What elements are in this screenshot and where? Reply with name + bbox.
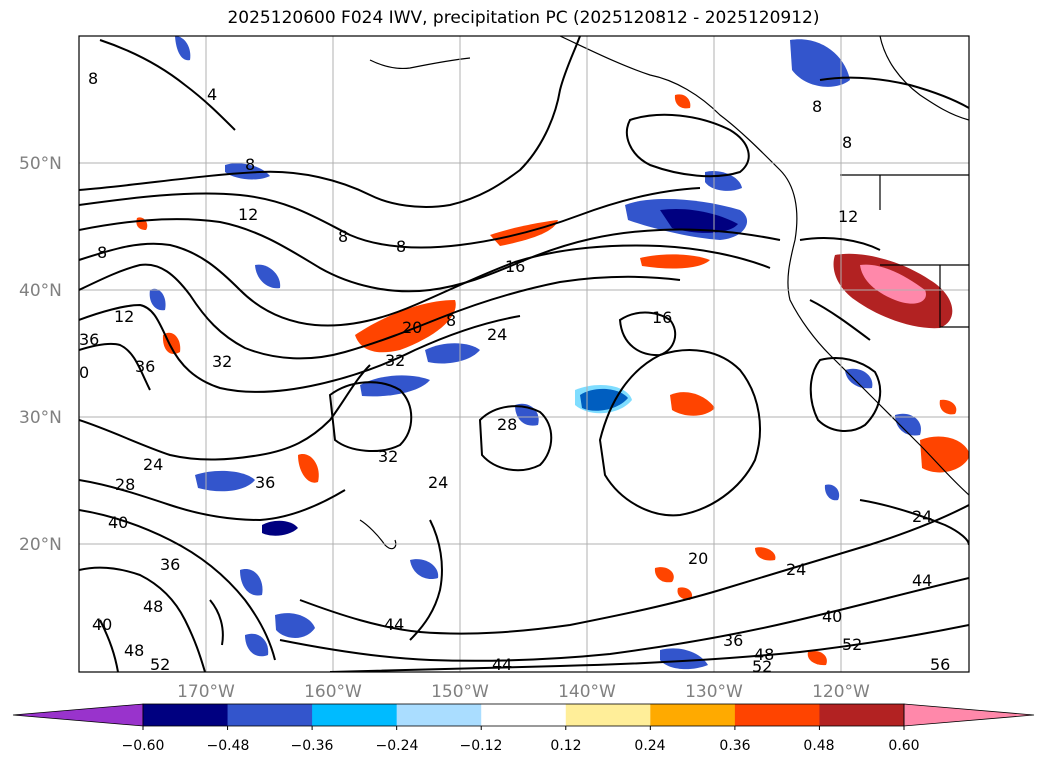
contour-label: 44 — [912, 571, 932, 590]
contour-label: 32 — [385, 351, 405, 370]
contour-label: 36 — [723, 631, 743, 650]
contour-label: 36 — [160, 555, 180, 574]
contour-label: 48 — [754, 645, 774, 664]
contour-label: 12 — [114, 307, 134, 326]
contour-label: 28 — [115, 475, 135, 494]
lat-label: 20°N — [19, 535, 62, 555]
contour-label: 32 — [378, 447, 398, 466]
coastlines — [359, 36, 969, 550]
colorbar-tick-label: 0.12 — [550, 738, 581, 754]
contour-label: 32 — [212, 352, 232, 371]
colorbar-tick-label: 0.48 — [803, 738, 834, 754]
colorbar-tick-label: 0.24 — [634, 738, 665, 754]
colorbar-swatch — [312, 704, 398, 726]
lon-label: 130°W — [685, 682, 743, 702]
colorbar-labels: −0.60 −0.48 −0.36 −0.24 −0.12 0.12 0.24 … — [122, 738, 920, 754]
contour-label: 16 — [505, 257, 525, 276]
colorbar-extension-high — [903, 703, 1035, 727]
contour-label: 24 — [912, 507, 932, 526]
contour-label: 44 — [384, 615, 404, 634]
colorbar-tick-label: 0.36 — [719, 738, 750, 754]
contour-label: 24 — [428, 473, 448, 492]
colorbar-tick-label: 0.60 — [888, 738, 919, 754]
latitude-labels: 50°N 40°N 30°N 20°N — [19, 154, 62, 555]
colorbar-tick-label: −0.12 — [460, 738, 503, 754]
contour-label: 48 — [143, 597, 163, 616]
lat-label: 30°N — [19, 408, 62, 428]
contour-label: 8 — [842, 133, 852, 152]
lat-label: 50°N — [19, 154, 62, 174]
colorbar-swatch — [565, 704, 651, 726]
colorbar — [12, 703, 1035, 730]
contour-label: 24 — [143, 455, 163, 474]
contour-labels: 8 4 8 8 12 8 8 16 12 8 8 12 32 36 32 20 … — [79, 69, 950, 676]
contour-label: 48 — [124, 641, 144, 660]
contour-label: 24 — [786, 560, 806, 579]
colorbar-tick-label: −0.48 — [207, 738, 250, 754]
contour-label: 8 — [812, 97, 822, 116]
contour-label: 28 — [497, 415, 517, 434]
colorbar-tick-label: −0.60 — [122, 738, 165, 754]
lat-label: 40°N — [19, 281, 62, 301]
contour-label: 8 — [245, 155, 255, 174]
colorbar-swatch — [650, 704, 736, 726]
contour-label: 24 — [487, 325, 507, 344]
contour-label: 56 — [930, 655, 950, 674]
colorbar-tick-label: −0.24 — [376, 738, 419, 754]
contour-label: 8 — [396, 237, 406, 256]
lon-label: 160°W — [304, 682, 362, 702]
contour-label: 8 — [97, 243, 107, 262]
longitude-labels: 170°W 160°W 150°W 140°W 130°W 120°W — [177, 682, 870, 702]
colorbar-frame — [142, 703, 905, 727]
colorbar-extension-low — [12, 703, 144, 727]
contour-label: 20 — [402, 318, 422, 337]
precipitation-shading — [136, 36, 969, 670]
contour-label: 12 — [838, 207, 858, 226]
contour-label: 36 — [255, 473, 275, 492]
colorbar-tick-label: −0.36 — [291, 738, 334, 754]
contour-label: 0 — [79, 363, 89, 382]
contour-label: 52 — [150, 655, 170, 674]
lon-label: 170°W — [177, 682, 235, 702]
contour-label: 52 — [842, 635, 862, 654]
contour-label: 40 — [92, 615, 112, 634]
lon-label: 120°W — [812, 682, 870, 702]
contour-label: 4 — [207, 85, 217, 104]
contour-label: 16 — [652, 308, 672, 327]
contour-label: 8 — [446, 311, 456, 330]
contour-label: 20 — [688, 549, 708, 568]
lon-label: 150°W — [431, 682, 489, 702]
contour-label: 36 — [79, 330, 99, 349]
map-title: 2025120600 F024 IWV, precipitation PC (2… — [227, 8, 820, 28]
contour-label: 8 — [88, 69, 98, 88]
map-frame — [78, 35, 970, 673]
colorbar-swatch — [396, 704, 482, 726]
contour-label: 12 — [238, 205, 258, 224]
colorbar-swatch — [227, 704, 313, 726]
colorbar-swatch — [143, 704, 229, 726]
contour-label: 44 — [492, 655, 512, 674]
contour-label: 8 — [338, 227, 348, 246]
contour-label: 52 — [752, 657, 772, 676]
colorbar-swatch — [734, 704, 820, 726]
lon-label: 140°W — [558, 682, 616, 702]
colorbar-swatch — [819, 704, 905, 726]
contour-label: 40 — [822, 607, 842, 626]
contour-label: 40 — [108, 513, 128, 532]
iwv-contours — [79, 36, 969, 672]
contour-label: 36 — [135, 357, 155, 376]
colorbar-swatch — [481, 704, 567, 726]
